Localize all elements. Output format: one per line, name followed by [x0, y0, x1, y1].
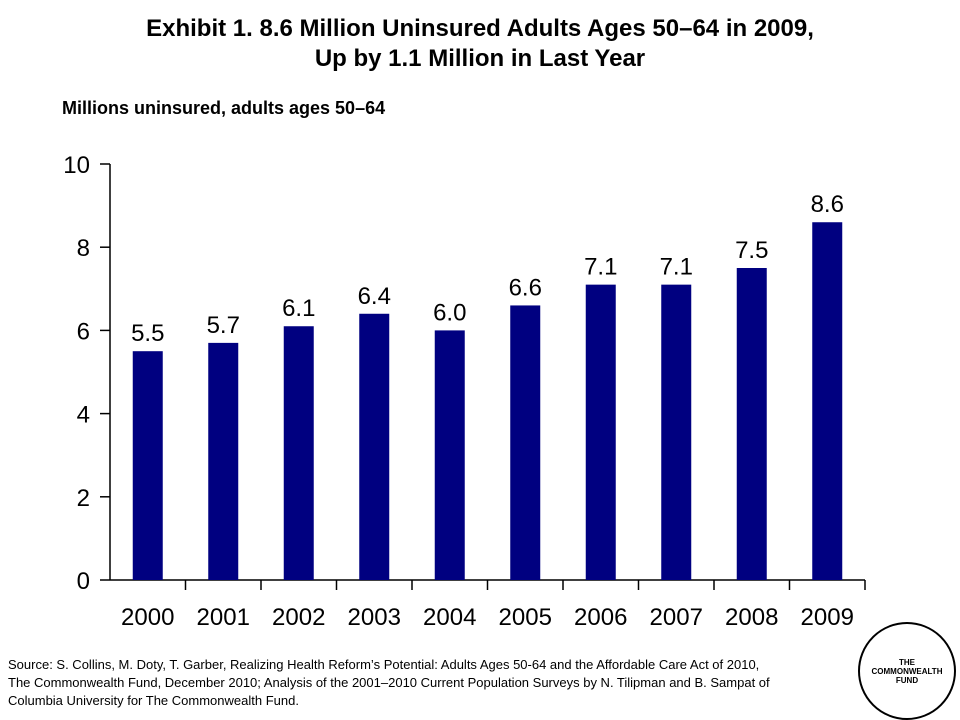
bar-2003	[359, 313, 390, 580]
y-tick-label: 8	[77, 235, 90, 262]
data-label-2001: 5.7	[207, 312, 240, 339]
chart-subtitle: Millions uninsured, adults ages 50–64	[62, 98, 386, 118]
x-tick-label-2008: 2008	[725, 604, 778, 631]
data-label-2009: 8.6	[811, 191, 844, 218]
logo-line-2: COMMONWEALTH	[871, 666, 943, 676]
bar-2005	[510, 305, 541, 580]
x-axis-ticks: 2000 2001 2002 2003 2004 2005 2006 2007 2008 2009	[121, 580, 866, 631]
data-label-2008: 7.5	[735, 237, 768, 264]
bar-2006	[585, 284, 616, 580]
source-line-2: The Commonwealth Fund, December 2010; An…	[8, 675, 770, 690]
logo-line-1: THE	[899, 657, 915, 667]
data-label-2002: 6.1	[282, 295, 315, 322]
x-tick-label-2004: 2004	[423, 604, 476, 631]
data-label-2003: 6.4	[358, 283, 391, 310]
bar-2001	[208, 342, 239, 580]
data-labels-group: 5.5 5.7 6.1 6.4 6.0 6.6 7.1 7.1 7.5 8.6	[131, 191, 844, 347]
data-label-2004: 6.0	[433, 299, 466, 326]
bar-2007	[661, 284, 692, 580]
data-label-2005: 6.6	[509, 274, 542, 301]
y-axis-ticks: 0 2 4 6 8 10	[63, 152, 110, 595]
bar-2008	[736, 268, 767, 580]
y-tick-label: 0	[77, 568, 90, 595]
x-tick-label-2009: 2009	[801, 604, 854, 631]
chart-title: Exhibit 1. 8.6 Million Uninsured Adults …	[60, 14, 900, 74]
x-tick-label-2006: 2006	[574, 604, 627, 631]
x-tick-label-2001: 2001	[197, 604, 250, 631]
source-line-3: Columbia University for The Commonwealth…	[8, 693, 299, 708]
x-tick-label-2007: 2007	[650, 604, 703, 631]
bars-group	[132, 222, 843, 581]
y-tick-label: 10	[63, 152, 90, 179]
bar-2000	[132, 351, 163, 580]
x-tick-label-2003: 2003	[348, 604, 401, 631]
commonwealth-fund-logo: THE COMMONWEALTH FUND	[858, 622, 956, 720]
y-tick-label: 4	[77, 402, 90, 429]
y-tick-label: 6	[77, 318, 90, 345]
x-tick-label-2005: 2005	[499, 604, 552, 631]
bar-2002	[283, 326, 314, 580]
logo-line-3: FUND	[895, 675, 919, 685]
data-label-2007: 7.1	[660, 254, 693, 281]
y-tick-label: 2	[77, 485, 90, 512]
data-label-2000: 5.5	[131, 320, 164, 347]
chart-title-line-1: Exhibit 1. 8.6 Million Uninsured Adults …	[146, 15, 814, 42]
data-label-2006: 7.1	[584, 254, 617, 281]
bar-2004	[434, 330, 465, 580]
x-tick-label-2000: 2000	[121, 604, 174, 631]
chart-title-line-2: Up by 1.1 Million in Last Year	[314, 45, 646, 72]
bar-chart: 0 2 4 6 8 10 2000 2001 2002 2003 2004 2005 2006 2007…	[63, 152, 866, 631]
source-line-1: Source: S. Collins, M. Doty, T. Garber, …	[8, 657, 760, 672]
source-note: Source: S. Collins, M. Doty, T. Garber, …	[8, 656, 952, 710]
x-tick-label-2002: 2002	[272, 604, 325, 631]
bar-2009	[812, 222, 843, 581]
